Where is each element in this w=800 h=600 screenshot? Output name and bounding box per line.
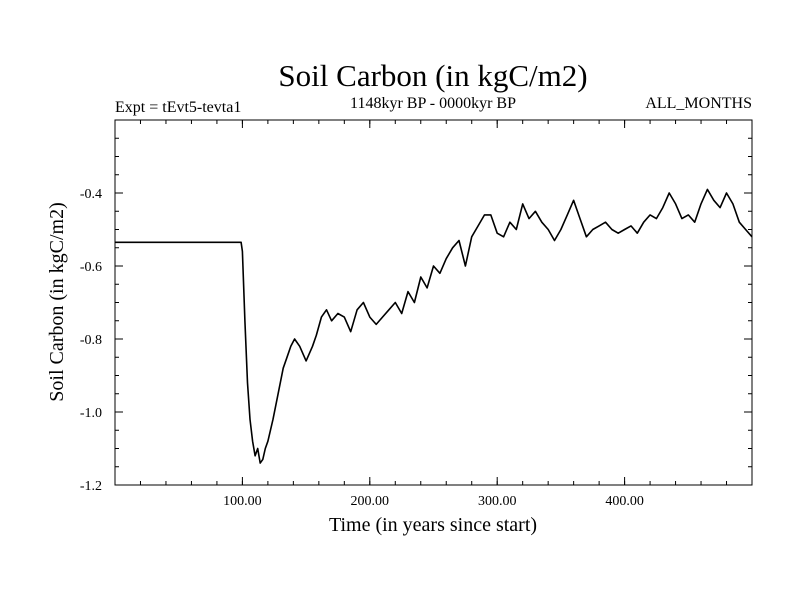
y-axis-label: Soil Carbon (in kgC/m2) bbox=[46, 202, 68, 401]
y-tick-label: -0.8 bbox=[80, 333, 102, 348]
axis-ticks bbox=[115, 120, 752, 486]
x-tick-label: 300.00 bbox=[478, 494, 517, 509]
y-tick-label: -1.2 bbox=[80, 479, 102, 494]
soil-carbon-line bbox=[115, 188, 753, 464]
plot-frame bbox=[114, 119, 753, 486]
x-axis-label: Time (in years since start) bbox=[329, 514, 537, 536]
subtitle-months: ALL_MONTHS bbox=[645, 95, 752, 112]
subtitle-period: 1148kyr BP - 0000kyr BP bbox=[350, 95, 516, 112]
y-tick-label: -1.0 bbox=[80, 406, 102, 421]
chart-title: Soil Carbon (in kgC/m2) bbox=[278, 58, 587, 93]
y-tick-label: -0.4 bbox=[80, 187, 102, 202]
x-tick-label: 400.00 bbox=[605, 494, 644, 509]
tick-labels: 100.00 200.00 300.00 400.00 -1.2 -1.0 -0.8 -0.6… bbox=[80, 187, 644, 509]
x-tick-label: 100.00 bbox=[223, 494, 262, 509]
x-tick-label: 200.00 bbox=[351, 494, 390, 509]
subtitle-experiment: Expt = tEvt5-tevta1 bbox=[115, 99, 241, 116]
y-tick-label: -0.6 bbox=[80, 260, 102, 275]
